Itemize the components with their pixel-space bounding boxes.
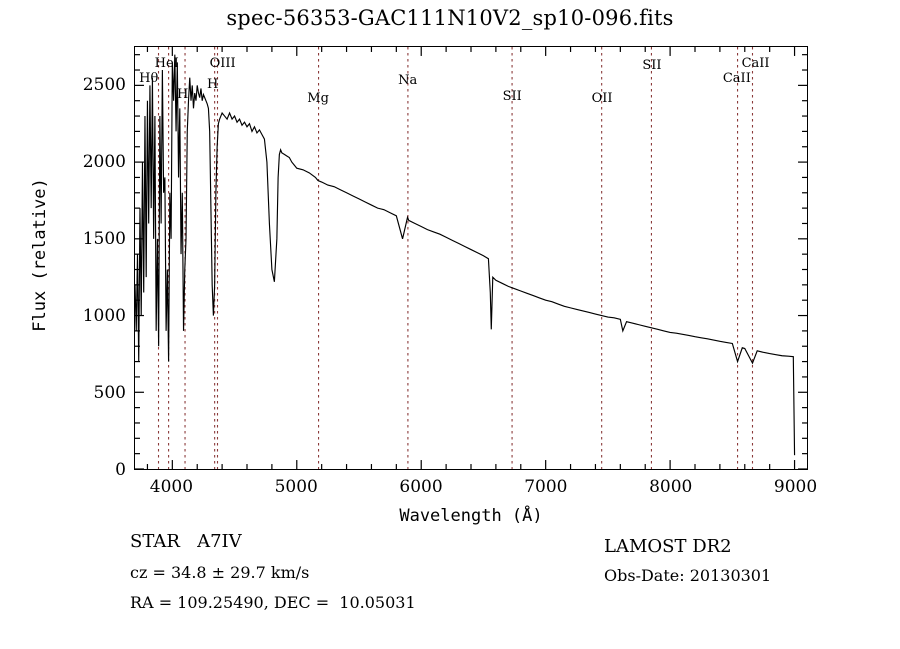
page-title: spec-56353-GAC111N10V2_sp10-096.fits	[226, 6, 674, 30]
y-tick-label: 2000	[82, 151, 126, 172]
star-type-line: STAR A7IV	[130, 531, 242, 552]
plot-area	[134, 46, 808, 470]
plot-inner	[135, 47, 807, 469]
coordinates-line: RA = 109.25490, DEC = 10.05031	[130, 593, 416, 612]
spectrum-trace	[135, 47, 807, 469]
obs-date-line: Obs-Date: 20130301	[604, 566, 772, 585]
redshift-velocity-line: cz = 34.8 ± 29.7 km/s	[130, 563, 310, 582]
x-tick-label: 9000	[773, 477, 818, 497]
object-info-block: STAR A7IV cz = 34.8 ± 29.7 km/s RA = 109…	[130, 531, 416, 623]
x-tick-label: 8000	[649, 477, 693, 497]
flux-trace	[135, 55, 795, 456]
y-tick-label: 0	[115, 460, 126, 480]
axis-tick-layer	[135, 47, 807, 469]
y-tick-label: 500	[93, 382, 126, 403]
x-tick-label: 5000	[274, 477, 318, 497]
y-axis-title: Flux (relative)	[30, 178, 50, 332]
survey-name-line: LAMOST DR2	[604, 536, 732, 557]
x-tick-label: 4000	[149, 477, 194, 497]
y-tick-label: 1000	[82, 305, 126, 326]
y-tick-label: 1500	[82, 228, 126, 249]
x-axis-title: Wavelength (Å)	[399, 506, 543, 526]
x-tick-label: 6000	[399, 477, 443, 497]
x-tick-label: 7000	[524, 477, 568, 497]
survey-info-block: LAMOST DR2 Obs-Date: 20130301	[604, 536, 771, 594]
y-tick-label: 2500	[82, 74, 126, 95]
